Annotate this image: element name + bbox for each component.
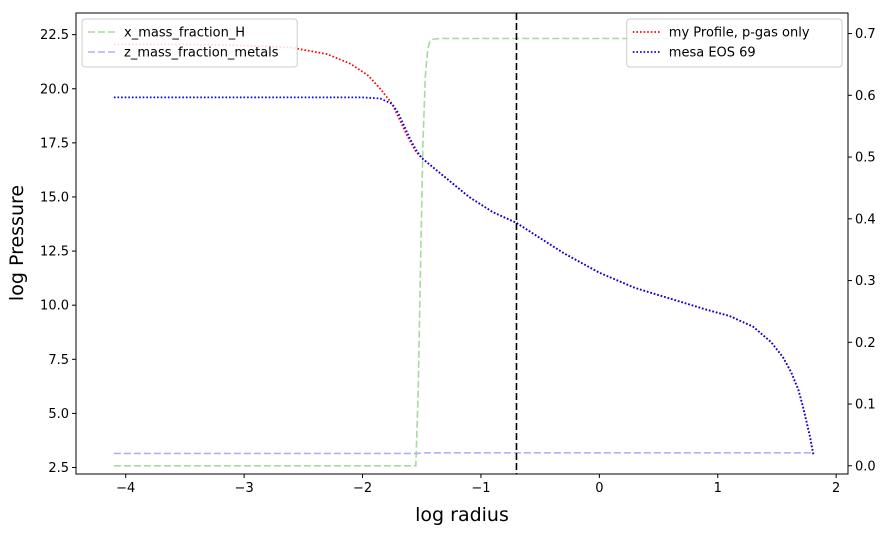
legend-label: my Profile, p-gas only <box>669 26 810 41</box>
y-tick-label: 20.0 <box>40 82 69 97</box>
y2-tick-label: 0.4 <box>855 212 876 227</box>
plot-area <box>113 13 815 474</box>
legend-box <box>626 18 843 68</box>
y2-tick-label: 0.1 <box>855 398 876 413</box>
y2-tick-label: 0.6 <box>855 89 876 104</box>
series-line-x-mass-fraction-h <box>113 37 814 467</box>
y-tick-label: 17.5 <box>40 136 69 151</box>
legend-top-left: x_mass_fraction_H z_mass_fraction_metals <box>81 18 298 68</box>
plot-frame <box>75 12 849 475</box>
y-tick-label: 7.5 <box>48 353 69 368</box>
y-tick-label: 10.0 <box>40 299 69 314</box>
x-tick-label: −4 <box>116 481 135 496</box>
legend-label: x_mass_fraction_H <box>124 26 245 41</box>
y2-tick-label: 0.7 <box>855 27 876 42</box>
y-tick-label: 5.0 <box>48 407 69 422</box>
legend-box <box>81 18 298 68</box>
y-axis-label: log Pressure <box>6 185 28 301</box>
y-tick-label: 12.5 <box>40 245 69 260</box>
y2-tick-label: 0.2 <box>855 336 876 351</box>
y2-tick-label: 0.5 <box>855 151 876 166</box>
x-tick-label: 1 <box>714 481 722 496</box>
y-tick-label: 15.0 <box>40 190 69 205</box>
y-tick-label: 2.5 <box>48 461 69 476</box>
series-line-z-mass-fraction-metals <box>113 451 814 455</box>
x-axis: −4 −3 −2 −1 0 1 2 <box>116 474 840 496</box>
x-tick-label: 2 <box>832 481 840 496</box>
series-line-mesa-eos-69 <box>113 96 815 456</box>
legend-label: z_mass_fraction_metals <box>124 46 279 61</box>
y-tick-label: 22.5 <box>40 28 69 43</box>
x-tick-label: −1 <box>471 481 490 496</box>
y2-tick-label: 0.0 <box>855 459 876 474</box>
x-tick-label: −3 <box>235 481 254 496</box>
y-axis-right: 0.0 0.1 0.2 0.3 0.4 0.5 0.6 0.7 <box>848 27 876 474</box>
y2-tick-label: 0.3 <box>855 274 876 289</box>
y-axis-left: 2.5 5.0 7.5 10.0 12.5 15.0 17.5 20.0 22.5 <box>40 28 76 476</box>
legend-label: mesa EOS 69 <box>669 46 756 61</box>
x-tick-label: −2 <box>353 481 372 496</box>
x-tick-label: 0 <box>595 481 603 496</box>
x-axis-label: log radius <box>415 504 509 526</box>
legend-top-right: my Profile, p-gas only mesa EOS 69 <box>626 18 843 68</box>
